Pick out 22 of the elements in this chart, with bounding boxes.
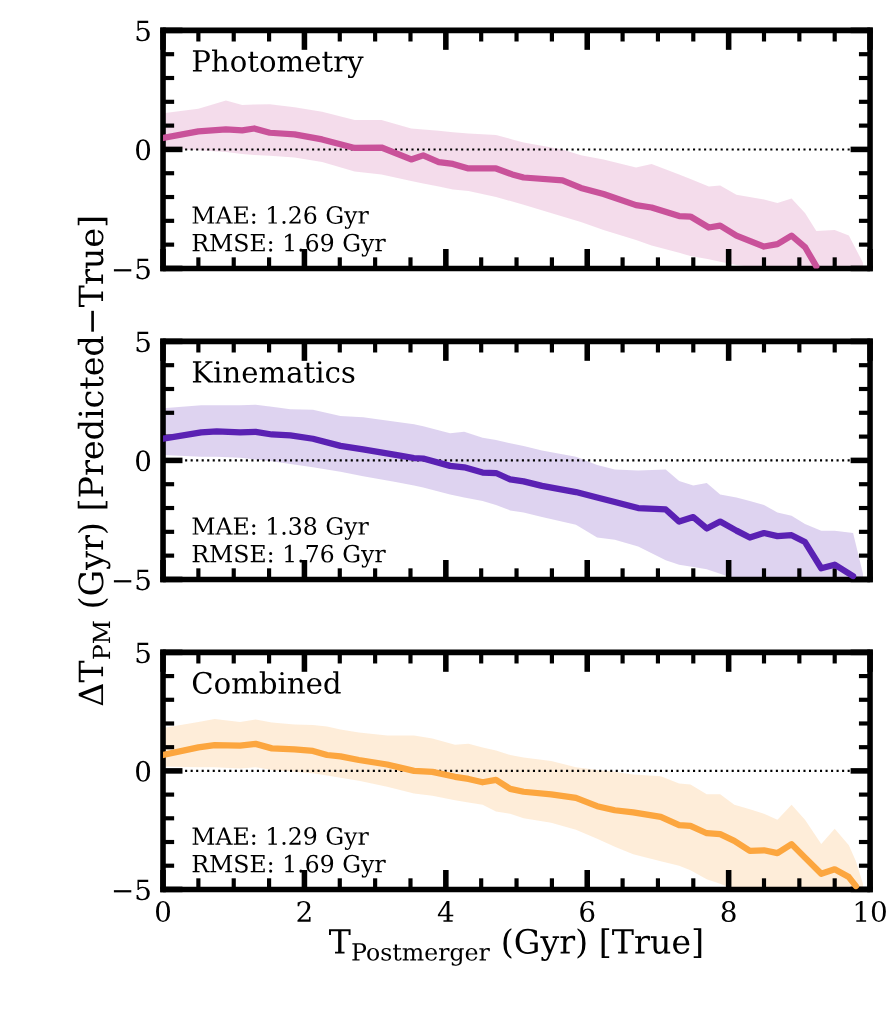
annotation: MAE: 1.38 Gyr RMSE: 1.76 Gyr (192, 517, 386, 568)
y-tick-label: −5 (113, 879, 150, 901)
y-tick-label: 0 (136, 760, 151, 782)
y-tick-label: 5 (136, 331, 150, 353)
x-tick-label: 4 (437, 901, 454, 922)
x-tick-label: 6 (580, 901, 595, 923)
y-tick-label: 5 (136, 20, 150, 42)
x-tick-label: 8 (721, 901, 736, 923)
y-tick-label: 0 (136, 450, 151, 472)
x-tick-label: 0 (156, 901, 171, 923)
x-tick-label: 10 (855, 901, 886, 923)
text: Photometry (192, 49, 364, 79)
x-tick-label: 2 (297, 901, 311, 922)
y-tick-label: −5 (113, 569, 150, 591)
y-tick-label: −5 (113, 258, 150, 280)
y-axis-title: ΔTPM (Gyr) [Predicted−True] (77, 217, 111, 706)
text: Combined (192, 671, 341, 694)
y-tick-label: 0 (136, 139, 151, 161)
annotation: MAE: 1.26 Gyr RMSE: 1.69 Gyr (192, 206, 386, 257)
y-tick-label: 5 (136, 642, 150, 664)
text: Kinematics (192, 361, 355, 383)
annotation: MAE: 1.29 Gyr RMSE: 1.69 Gyr (192, 827, 386, 878)
